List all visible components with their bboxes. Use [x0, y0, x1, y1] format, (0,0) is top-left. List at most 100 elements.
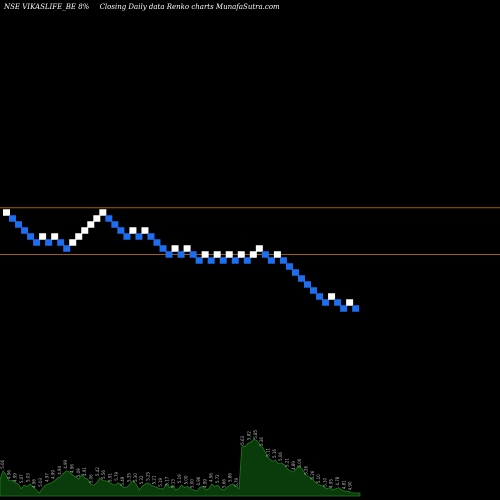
volume-label-17: 5.91: [108, 473, 113, 482]
volume-label-13: 4.91: [82, 467, 87, 476]
renko-brick-58: [352, 305, 360, 312]
volume-label-44: 5.06: [278, 452, 283, 461]
renko-bricks: [3, 209, 360, 312]
renko-brick-28: [171, 245, 179, 252]
renko-brick-43: [261, 251, 269, 258]
renko-brick-22: [135, 233, 143, 240]
volume-label-4: 5.03: [25, 473, 30, 482]
volume-label-18: 5.79: [114, 471, 119, 480]
renko-brick-25: [153, 239, 161, 246]
volume-area: [0, 438, 361, 497]
renko-brick-41: [249, 251, 257, 258]
renko-brick-8: [51, 233, 59, 240]
renko-brick-52: [316, 293, 324, 300]
volume-label-48: 5.26: [303, 465, 308, 474]
renko-brick-57: [346, 299, 354, 306]
renko-brick-26: [159, 245, 167, 252]
volume-label-46: 4.89: [291, 461, 296, 470]
volume-label-34: 5.72: [215, 474, 220, 483]
volume-label-20: 5.35: [126, 473, 131, 482]
renko-brick-23: [141, 227, 149, 234]
volume-label-7: 4.97: [44, 473, 49, 482]
renko-brick-17: [105, 215, 113, 222]
volume-label-1: 4.96: [6, 470, 11, 479]
renko-brick-10: [63, 245, 71, 252]
renko-brick-5: [33, 239, 41, 246]
volume-label-47: 5.00: [297, 458, 302, 467]
volume-label-51: 5.10: [322, 477, 327, 486]
renko-brick-9: [57, 239, 65, 246]
volume-label-19: 5.49: [120, 476, 125, 485]
volume-label-49: 5.26: [310, 470, 315, 479]
renko-brick-7: [45, 239, 53, 246]
renko-brick-4: [27, 233, 35, 240]
renko-brick-3: [21, 227, 29, 234]
renko-brick-21: [129, 227, 137, 234]
renko-brick-51: [310, 287, 318, 294]
renko-brick-55: [334, 299, 342, 306]
volume-label-45: 5.21: [285, 458, 290, 467]
volume-label-15: 5.42: [95, 467, 100, 476]
volume-label-31: 4.96: [196, 476, 201, 485]
renko-brick-56: [340, 305, 348, 312]
renko-brick-20: [123, 233, 131, 240]
renko-brick-45: [273, 251, 281, 258]
volume-label-40: 5.85: [253, 429, 258, 438]
renko-brick-44: [267, 257, 275, 264]
renko-brick-24: [147, 233, 155, 240]
renko-brick-11: [69, 239, 77, 246]
volume-label-12: 5.09: [76, 468, 81, 477]
volume-label-2: 4.99: [13, 473, 18, 482]
volume-label-22: 5.32: [139, 475, 144, 484]
volume-label-30: 5.00: [190, 479, 195, 488]
renko-brick-36: [219, 257, 227, 264]
volume-label-38: 5.63: [240, 435, 245, 444]
volume-label-6: 5.03: [38, 477, 43, 486]
renko-brick-40: [243, 257, 251, 264]
renko-brick-0: [3, 209, 10, 216]
volume-labels: 5.064.96 4.99 5.07 5.034.96 5.034.97 4.99 4.94…: [0, 429, 353, 490]
volume-label-32: 4.99: [202, 479, 207, 488]
renko-brick-2: [15, 221, 23, 228]
volume-label-25: 5.19: [158, 477, 163, 486]
renko-brick-1: [9, 215, 17, 222]
renko-brick-50: [304, 281, 311, 288]
volume-label-33: 4.96: [209, 473, 214, 482]
volume-label-8: 4.99: [51, 470, 56, 479]
renko-brick-27: [165, 251, 173, 258]
volume-label-24: 5.21: [152, 475, 157, 484]
volume-label-3: 5.07: [19, 474, 24, 483]
renko-brick-18: [111, 221, 119, 228]
volume-label-41: 5.36: [259, 437, 264, 446]
volume-label-37: 5.79: [234, 477, 239, 486]
volume-label-16: 5.56: [101, 470, 106, 479]
renko-brick-13: [81, 227, 89, 234]
renko-brick-29: [177, 251, 185, 258]
volume-label-43: 5.16: [272, 449, 277, 458]
renko-brick-15: [93, 215, 101, 222]
volume-label-21: 5.30: [133, 473, 138, 482]
volume-label-39: 5.82: [247, 431, 252, 440]
volume-label-27: 5.13: [171, 479, 176, 488]
renko-brick-53: [322, 299, 330, 306]
volume-label-36: 5.86: [228, 473, 233, 482]
renko-brick-33: [201, 251, 209, 258]
volume-label-29: 5.00: [183, 475, 188, 484]
volume-label-28: 5.19: [177, 474, 182, 483]
renko-brick-49: [297, 275, 305, 282]
reference-lines: [0, 207, 500, 255]
renko-brick-19: [117, 227, 125, 234]
renko-brick-47: [285, 263, 293, 270]
renko-brick-31: [189, 251, 197, 258]
renko-brick-32: [195, 257, 203, 264]
volume-label-14: 5.06: [89, 474, 94, 483]
volume-label-10: 4.99: [63, 459, 68, 468]
renko-brick-34: [207, 257, 215, 264]
renko-brick-30: [183, 245, 191, 252]
chart-header: NSE VIKASLIFE_BE 8% Closing Daily data R…: [4, 3, 288, 11]
volume-label-55: 4.90: [348, 481, 353, 490]
renko-brick-42: [255, 245, 263, 252]
volume-panel: [0, 438, 361, 497]
renko-brick-46: [279, 257, 287, 264]
